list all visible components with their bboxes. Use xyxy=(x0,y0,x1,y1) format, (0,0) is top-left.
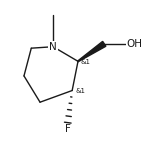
Text: N: N xyxy=(49,42,57,52)
Text: &1: &1 xyxy=(81,59,91,65)
Polygon shape xyxy=(78,41,106,62)
Text: F: F xyxy=(65,124,71,134)
Text: &1: &1 xyxy=(75,88,85,94)
Text: OH: OH xyxy=(126,39,142,49)
